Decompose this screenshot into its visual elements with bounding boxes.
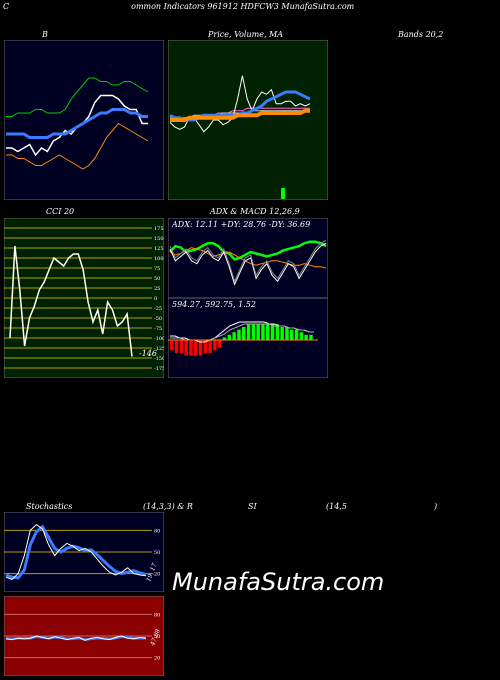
cci-tick-label: -100 [154,336,164,342]
macd-histogram-bar [194,340,198,356]
cci-tick-label: -125 [154,346,164,352]
adx-macd-label: ADX & MACD 12,26,9 [210,207,300,216]
bollinger-label: B [42,30,48,39]
cci-value-label: -146 [139,349,157,358]
macd-histogram-bar [222,337,227,340]
macd-histogram-bar [227,334,232,340]
bollinger-chart [4,40,164,200]
macd-histogram-bar [213,340,217,351]
cci-tick-label: 75 [154,266,160,272]
bands-label: Bands 20,2 [398,30,444,39]
adx-chart: ADX: 12.11 +DY: 28.76 -DY: 36.69 [168,218,328,298]
macd-histogram-bar [218,340,222,348]
stochastics-label: Stochastics [26,502,73,511]
moving-average-orange [170,108,310,122]
rsi-label: SI [248,502,257,511]
cci-tick-label: 175 [154,226,164,232]
macd-readout: 594.27, 592.75, 1.52 [172,300,256,309]
bollinger-upper-band [6,77,149,117]
cci-tick-label: 100 [154,256,164,262]
stochastics-params-label: (14,3,3) & R [143,502,193,511]
cci-tick-label: -175 [154,366,164,372]
macd-chart: 594.27, 592.75, 1.52 [168,298,328,378]
macd-histogram-bar [198,340,203,356]
stochastics-tick-label: 80 [154,528,160,534]
macd-histogram-bar [242,327,246,340]
macd-histogram-bar [304,334,308,340]
rsi-tick-label: 20 [154,656,160,662]
cci-chart: 175 150 125 100 75 50 25 0 -25 -50 -75 -100 -125 -150… [4,218,164,378]
rsi-params-close: ) [434,502,438,511]
macd-histogram-bar [266,324,270,340]
macd-histogram-bar [246,324,251,340]
macd-histogram-bar [251,324,256,340]
cci-tick-label: 25 [154,286,160,292]
price-volume-ma-chart [168,40,328,200]
cci-tick-label: 50 [154,276,160,282]
macd-histogram-bar [170,340,174,351]
macd-histogram-bar [203,340,208,353]
price-volume-ma-label: Price, Volume, MA [208,30,284,39]
cci-tick-label: -75 [154,326,162,332]
cci-tick-label: -50 [154,316,162,322]
rsi-tick-label: 80 [154,612,160,618]
stochastics-tick-label: 20 [154,572,160,578]
cci-line [9,245,133,357]
stochastics-d-line [5,524,147,580]
bollinger-middle-band [6,108,148,139]
macd-histogram-bar [285,327,289,340]
macd-histogram-bar [299,332,304,340]
macd-histogram-bar [309,334,313,340]
macd-histogram-bar [261,324,265,340]
macd-histogram-bar [208,340,212,353]
adx-line-shadow [169,239,327,283]
macd-histogram-bar [256,324,260,340]
rsi-params-label: (14,5 [326,502,347,511]
adx-readout: ADX: 12.11 +DY: 28.76 -DY: 36.69 [171,220,310,229]
macd-histogram-bar [294,329,299,340]
cci-tick-label: -150 [154,356,164,362]
page-title-text: ommon Indicators 961912 HDFCW3 MunafaSut… [131,2,355,11]
rsi-line [5,635,147,641]
macd-histogram-bar [184,340,188,356]
macd-histogram-bar [232,332,236,340]
macd-histogram-bar [275,324,280,340]
macd-histogram-bar [179,340,184,353]
cci-tick-label: 150 [154,236,164,242]
cci-tick-label: -25 [154,306,162,312]
macd-histogram-bar [280,327,284,340]
macd-histogram-bar [189,340,193,356]
adx-minus-di-line [169,247,327,269]
macd-histogram-bar [237,329,241,340]
macd-histogram-bar [290,329,294,340]
stochastics-tick-label: 50 [154,550,160,556]
macd-histogram-bar [174,340,179,353]
adx-line [169,242,327,286]
bollinger-lower-band [6,122,149,170]
watermark: MunafaSutra.com [172,568,385,596]
cci-tick-label: 0 [154,296,157,302]
cci-tick-label: 125 [154,246,164,252]
stochastics-k-line [5,523,147,580]
volume-bar [281,188,285,199]
page-title-initial: C [3,2,10,11]
rsi-tick-label: 50 [154,634,160,640]
cci-label: CCI 20 [46,207,75,216]
macd-histogram-bar [270,324,275,340]
